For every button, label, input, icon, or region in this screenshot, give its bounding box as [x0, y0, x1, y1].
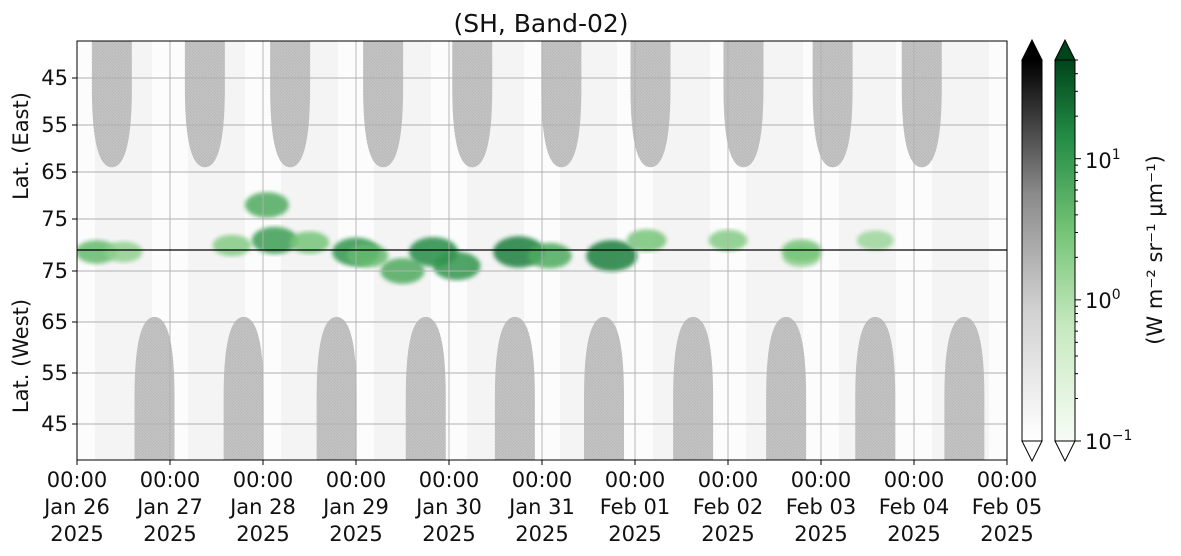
emission-patch: [244, 192, 289, 218]
night-lobe-west: [316, 316, 357, 460]
night-lobe-east: [270, 41, 311, 168]
night-lobe-west: [223, 316, 264, 460]
x-tick-label: 00:00: [233, 468, 294, 492]
emission-patch: [289, 231, 330, 254]
night-lobe-west: [673, 316, 714, 460]
y-tick-label-west: 45: [41, 412, 68, 436]
night-lobe-east: [901, 41, 942, 168]
emission-patch: [346, 243, 389, 268]
x-tick-label: 2025: [887, 522, 940, 546]
y-tick-label-east: 45: [41, 66, 68, 90]
x-tick-label: 2025: [329, 522, 382, 546]
grid-lines: [77, 41, 1007, 460]
x-tick-label: 00:00: [791, 468, 852, 492]
colorbar-tick-label-2: 10−1: [1085, 428, 1132, 454]
night-lobe-west: [855, 316, 896, 460]
x-tick-label: Feb 01: [600, 495, 671, 519]
x-tick-label: Jan 27: [135, 495, 203, 519]
night-lobe-west: [944, 316, 985, 460]
colorbar-green-ticks: [1075, 59, 1081, 442]
ylabel-east: Lat. (East): [9, 92, 33, 200]
x-tick-label: 2025: [50, 522, 103, 546]
colorbar-tick-label-1: 100: [1085, 287, 1121, 313]
x-tick-label: Jan 31: [507, 495, 575, 519]
ylabel-west: Lat. (West): [9, 299, 33, 413]
night-lobe-east: [91, 41, 132, 168]
x-tick-label: 2025: [608, 522, 661, 546]
x-tick-label: 2025: [980, 522, 1033, 546]
night-lobe-east: [723, 41, 764, 168]
colorbar-green-bar: [1054, 59, 1076, 442]
emission-patch: [626, 229, 667, 252]
x-tick-label: 00:00: [512, 468, 573, 492]
x-tick-label: Feb 04: [879, 495, 950, 519]
x-tick-label: Feb 05: [972, 495, 1043, 519]
emission-patch: [432, 251, 481, 281]
y-tick-label-west: 55: [41, 361, 68, 385]
x-tick-label: 00:00: [977, 468, 1038, 492]
plot-area: [76, 40, 1008, 461]
x-tick-label: 00:00: [884, 468, 945, 492]
night-lobe-west: [766, 316, 807, 460]
x-tick-label: 00:00: [419, 468, 480, 492]
y-tick-label-west: 65: [41, 310, 68, 334]
night-lobe-east: [363, 41, 404, 168]
emission-patch: [104, 241, 143, 263]
colorbar-gray-bottom-extend: [1021, 440, 1043, 463]
emission-patch: [527, 242, 572, 269]
x-tick-label: 2025: [515, 522, 568, 546]
y-tick-label-east: 75: [41, 207, 68, 231]
emission-patch: [212, 234, 252, 257]
x-tick-label: 2025: [794, 522, 847, 546]
night-lobe-west: [584, 316, 624, 460]
colorbar-tick-label-0: 101: [1085, 147, 1121, 173]
x-tick-label: 00:00: [605, 468, 666, 492]
night-lobe-east: [812, 41, 853, 168]
emission-patch: [77, 240, 118, 264]
x-tick-label: Jan 29: [321, 495, 389, 519]
y-axis-ticks: 45 55 65 75 75 65 55 45: [41, 66, 77, 436]
colorbar-green: [1054, 38, 1081, 463]
night-lobe-east: [452, 41, 493, 168]
night-lobe-west: [134, 316, 175, 460]
y-tick-label-east: 55: [41, 113, 68, 137]
x-tick-label: Jan 26: [42, 495, 110, 519]
night-lobe-west: [494, 316, 535, 460]
x-tick-label: 00:00: [140, 468, 201, 492]
colorbar-label: (W m⁻² sr⁻¹ μm⁻¹): [1143, 155, 1167, 345]
emission-patch: [856, 230, 894, 251]
x-tick-label: Jan 30: [414, 495, 482, 519]
x-tick-label: Feb 02: [693, 495, 764, 519]
x-tick-label: 00:00: [47, 468, 108, 492]
x-tick-label: 2025: [236, 522, 289, 546]
colorbar-green-bottom-extend: [1054, 440, 1076, 463]
night-lobe-east: [184, 41, 225, 168]
emission-patch: [586, 240, 638, 272]
x-tick-label: 00:00: [326, 468, 387, 492]
x-axis-ticks: 00:00 Jan 26 2025 00:00 Jan 27 2025 00:00 Jan 2…: [42, 460, 1042, 546]
x-tick-label: 2025: [701, 522, 754, 546]
y-tick-label-east: 65: [41, 160, 68, 184]
night-lobe-east: [541, 41, 582, 168]
night-lobe-west: [405, 316, 446, 460]
colorbar-gray-bar: [1021, 59, 1043, 442]
x-tick-label: Feb 03: [786, 495, 857, 519]
x-tick-label: 2025: [422, 522, 475, 546]
colorbar-gray-top-extend: [1021, 38, 1043, 61]
colorbar-gray: [1021, 38, 1043, 463]
x-tick-label: Jan 28: [228, 495, 296, 519]
x-tick-label: 2025: [143, 522, 196, 546]
colorbar-green-top-extend: [1054, 38, 1076, 61]
y-tick-label-west: 75: [41, 259, 68, 283]
chart-title: (SH, Band-02): [453, 9, 628, 38]
night-lobe-east: [630, 41, 671, 168]
x-tick-label: 00:00: [698, 468, 759, 492]
